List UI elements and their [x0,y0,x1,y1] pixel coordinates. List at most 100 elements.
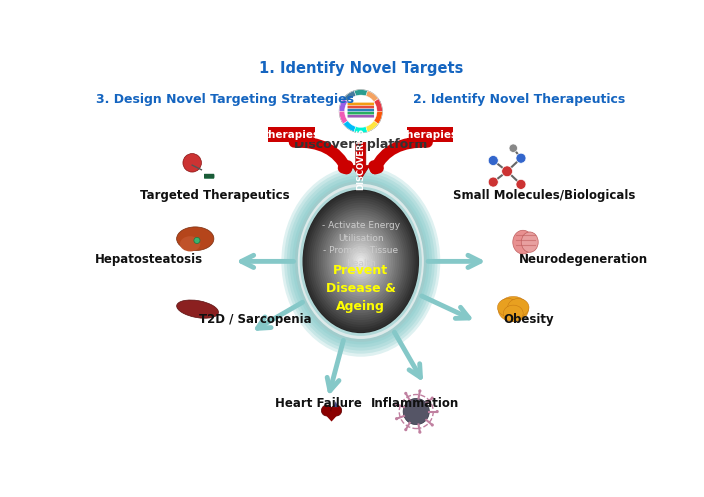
Ellipse shape [521,232,539,252]
Wedge shape [366,121,378,132]
Circle shape [404,392,408,395]
Ellipse shape [313,203,409,320]
Ellipse shape [498,299,519,316]
Circle shape [502,166,513,176]
Text: Targeted Therapeutics: Targeted Therapeutics [140,189,289,202]
Circle shape [436,410,439,413]
Wedge shape [366,91,378,102]
Text: - Activate Energy
Utilisation
- Promote Tissue
Health: - Activate Energy Utilisation - Promote … [322,221,400,268]
Circle shape [489,177,498,187]
Circle shape [339,89,382,133]
Ellipse shape [503,305,523,322]
Wedge shape [354,89,367,96]
Wedge shape [374,111,382,124]
FancyBboxPatch shape [204,174,214,178]
Ellipse shape [350,248,372,275]
Text: therapies: therapies [263,130,320,140]
FancyBboxPatch shape [348,106,374,108]
Ellipse shape [177,227,214,250]
Circle shape [395,417,398,420]
Ellipse shape [352,250,370,272]
Circle shape [418,430,422,434]
Wedge shape [354,127,367,133]
Ellipse shape [330,224,391,299]
Ellipse shape [303,191,418,332]
Polygon shape [333,401,338,407]
Wedge shape [344,91,356,102]
Ellipse shape [307,195,415,328]
Wedge shape [339,111,348,124]
Text: 1. Identify Novel Targets: 1. Identify Novel Targets [258,62,463,77]
Text: Small Molecules/Biologicals: Small Molecules/Biologicals [453,189,636,202]
Circle shape [516,179,526,189]
Ellipse shape [180,236,201,251]
Ellipse shape [296,182,425,340]
Ellipse shape [311,200,410,323]
FancyBboxPatch shape [204,174,214,178]
Ellipse shape [325,217,397,306]
Ellipse shape [332,227,389,296]
Circle shape [418,389,422,393]
Text: therapies: therapies [402,130,458,140]
Wedge shape [374,98,382,111]
FancyBboxPatch shape [348,109,374,111]
Text: Inflammation: Inflammation [370,397,459,411]
Polygon shape [352,142,370,179]
Text: Hepatosteatosis: Hepatosteatosis [95,253,203,266]
Ellipse shape [327,219,395,303]
Ellipse shape [342,239,379,284]
Ellipse shape [301,188,420,334]
FancyBboxPatch shape [204,174,214,177]
Ellipse shape [329,222,393,301]
FancyBboxPatch shape [407,127,453,142]
Ellipse shape [356,255,366,267]
Ellipse shape [354,253,367,270]
FancyBboxPatch shape [268,127,315,142]
Ellipse shape [344,241,377,282]
Circle shape [509,144,517,153]
Circle shape [516,153,526,163]
Text: 2. Identify Novel Therapeutics: 2. Identify Novel Therapeutics [413,93,625,106]
Ellipse shape [321,212,401,311]
Ellipse shape [498,296,529,322]
Ellipse shape [346,244,375,279]
Ellipse shape [338,234,384,289]
FancyBboxPatch shape [348,115,374,118]
Circle shape [395,403,398,406]
Ellipse shape [315,205,407,318]
Text: T2D / Sarcopenia: T2D / Sarcopenia [199,313,312,326]
Ellipse shape [334,229,387,294]
Text: Heart Failure: Heart Failure [275,397,362,411]
Ellipse shape [508,299,529,316]
Circle shape [194,238,200,244]
Text: Obesity: Obesity [503,313,554,326]
Text: Discovery platform: Discovery platform [294,138,427,151]
Circle shape [403,399,429,424]
Circle shape [431,397,434,400]
Circle shape [431,423,434,426]
Wedge shape [339,98,348,111]
FancyBboxPatch shape [204,174,214,178]
Text: Neurodegeneration: Neurodegeneration [519,253,648,266]
Ellipse shape [337,232,385,291]
Ellipse shape [319,210,403,313]
Wedge shape [344,121,356,132]
Ellipse shape [513,230,533,254]
Circle shape [489,156,498,166]
Text: 3. Design Novel Targeting Strategies: 3. Design Novel Targeting Strategies [96,93,354,106]
Ellipse shape [340,236,382,287]
FancyBboxPatch shape [348,112,374,114]
Text: Prevent
Disease &
Ageing: Prevent Disease & Ageing [326,264,396,313]
Ellipse shape [305,193,417,330]
FancyBboxPatch shape [204,175,214,178]
Ellipse shape [348,246,374,277]
Circle shape [183,154,201,172]
FancyBboxPatch shape [348,102,374,105]
Polygon shape [322,412,341,421]
Circle shape [322,405,332,416]
Circle shape [404,428,408,431]
Ellipse shape [177,300,218,318]
Ellipse shape [309,198,413,325]
Text: DISCOVERIES: DISCOVERIES [356,128,365,190]
Ellipse shape [322,215,399,308]
